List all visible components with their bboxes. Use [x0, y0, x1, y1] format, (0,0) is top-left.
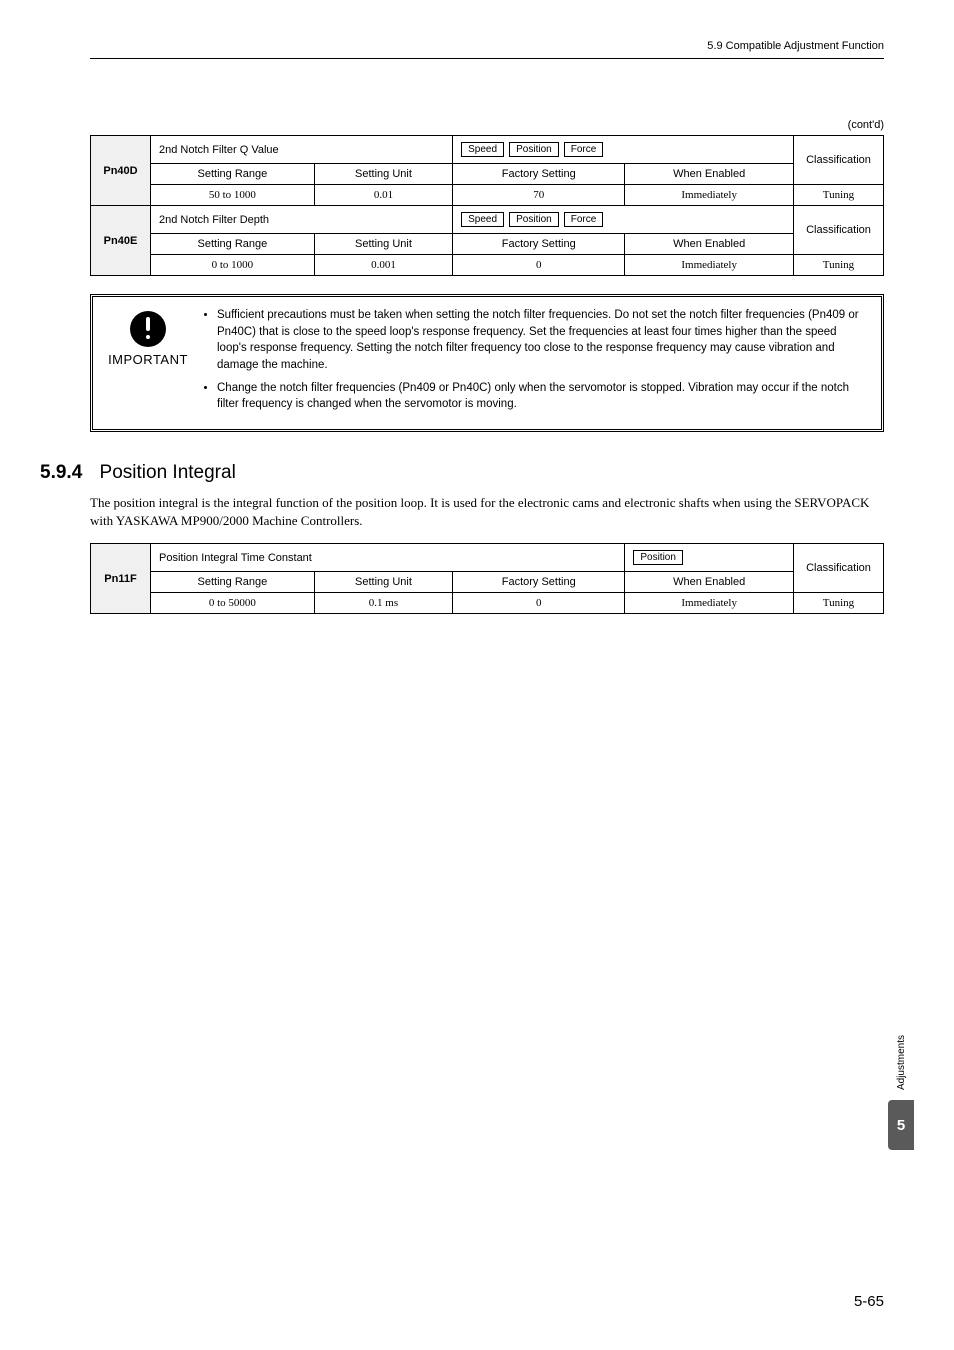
- col-when-enabled: When Enabled: [625, 164, 794, 185]
- col-setting-unit: Setting Unit: [314, 234, 452, 255]
- exclamation-icon: [130, 311, 166, 347]
- param-title: Position Integral Time Constant: [159, 552, 312, 564]
- col-factory-setting: Factory Setting: [453, 572, 625, 593]
- badge-position: Position: [509, 212, 559, 227]
- val-when-enabled: Immediately: [625, 185, 794, 206]
- param-code: Pn11F: [91, 544, 151, 614]
- col-factory-setting: Factory Setting: [453, 164, 625, 185]
- side-tab: Adjustments 5: [888, 1035, 914, 1150]
- val-factory-setting: 0: [453, 593, 625, 614]
- param-badges-cell: Position: [625, 544, 794, 572]
- val-factory-setting: 0: [453, 255, 625, 276]
- section-number: 5.9.4: [40, 462, 82, 483]
- col-setting-range: Setting Range: [151, 164, 315, 185]
- classification-label: Classification: [794, 544, 884, 593]
- param-title-cell: 2nd Notch Filter Depth: [151, 206, 453, 234]
- param-badges-cell: Speed Position Force: [453, 136, 794, 164]
- param-title: 2nd Notch Filter Depth: [159, 214, 269, 226]
- val-when-enabled: Immediately: [625, 255, 794, 276]
- val-factory-setting: 70: [453, 185, 625, 206]
- section-body: The position integral is the integral fu…: [90, 494, 884, 529]
- section-title: Position Integral: [100, 462, 236, 483]
- important-callout: IMPORTANT Sufficient precautions must be…: [90, 294, 884, 432]
- page-header: 5.9 Compatible Adjustment Function: [90, 40, 884, 59]
- badge-speed: Speed: [461, 142, 504, 157]
- parameter-table-position-integral: Pn11F Position Integral Time Constant Po…: [90, 543, 884, 614]
- param-badges-cell: Speed Position Force: [453, 206, 794, 234]
- col-setting-unit: Setting Unit: [314, 572, 452, 593]
- val-setting-unit: 0.1 ms: [314, 593, 452, 614]
- important-text: Sufficient precautions must be taken whe…: [193, 307, 869, 419]
- side-chapter-label: Adjustments: [896, 1035, 907, 1090]
- val-setting-range: 0 to 1000: [151, 255, 315, 276]
- val-classification: Tuning: [794, 255, 884, 276]
- val-classification: Tuning: [794, 593, 884, 614]
- col-setting-unit: Setting Unit: [314, 164, 452, 185]
- important-bullet: Sufficient precautions must be taken whe…: [217, 307, 869, 374]
- badge-position: Position: [509, 142, 559, 157]
- col-when-enabled: When Enabled: [625, 234, 794, 255]
- badge-force: Force: [564, 142, 604, 157]
- important-bullet: Change the notch filter frequencies (Pn4…: [217, 380, 869, 413]
- param-code: Pn40D: [91, 136, 151, 206]
- col-factory-setting: Factory Setting: [453, 234, 625, 255]
- section-heading: 5.9.4 Position Integral: [40, 462, 884, 484]
- badge-force: Force: [564, 212, 604, 227]
- val-setting-unit: 0.001: [314, 255, 452, 276]
- side-chapter-number: 5: [888, 1100, 914, 1150]
- important-label: IMPORTANT: [103, 351, 193, 370]
- col-when-enabled: When Enabled: [625, 572, 794, 593]
- val-classification: Tuning: [794, 185, 884, 206]
- val-setting-range: 0 to 50000: [151, 593, 315, 614]
- param-title-cell: 2nd Notch Filter Q Value: [151, 136, 453, 164]
- important-icon-block: IMPORTANT: [103, 307, 193, 419]
- classification-label: Classification: [794, 206, 884, 255]
- val-when-enabled: Immediately: [625, 593, 794, 614]
- badge-speed: Speed: [461, 212, 504, 227]
- col-setting-range: Setting Range: [151, 234, 315, 255]
- parameter-table-notch: Pn40D 2nd Notch Filter Q Value Speed Pos…: [90, 135, 884, 276]
- header-section-ref: 5.9 Compatible Adjustment Function: [707, 40, 884, 52]
- badge-position: Position: [633, 550, 683, 565]
- param-title: 2nd Notch Filter Q Value: [159, 144, 279, 156]
- continued-label: (cont'd): [90, 119, 884, 131]
- val-setting-unit: 0.01: [314, 185, 452, 206]
- param-code: Pn40E: [91, 206, 151, 276]
- param-title-cell: Position Integral Time Constant: [151, 544, 625, 572]
- val-setting-range: 50 to 1000: [151, 185, 315, 206]
- classification-label: Classification: [794, 136, 884, 185]
- col-setting-range: Setting Range: [151, 572, 315, 593]
- page-number: 5-65: [854, 1293, 884, 1310]
